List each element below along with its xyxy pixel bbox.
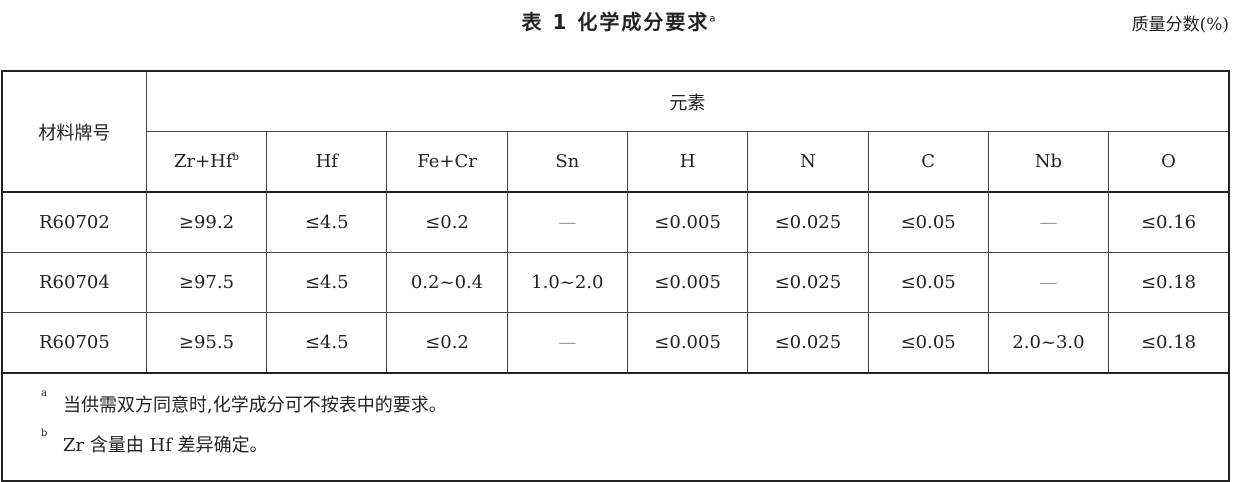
footnote-mark: a xyxy=(41,388,47,399)
value-cell: ≤0.05 xyxy=(867,312,989,374)
value-cell: ≤0.005 xyxy=(626,252,749,313)
table-row: R60705 ≥95.5 ≤4.5 ≤0.2— ≤0.005 ≤0.025 ≤0.05 2.0… xyxy=(1,312,1230,374)
composition-table: 材料牌号 元素 Zr+Hfb Hf Fe+Cr Sn H N C Nb O R60702 ≥99.… xyxy=(1,70,1230,482)
value-cell: 1.0~2.0 xyxy=(506,252,628,313)
value-cell: ≤0.05 xyxy=(867,252,989,313)
grade-cell: R60702 xyxy=(1,191,147,253)
column-header: C xyxy=(867,131,989,193)
value-cell: 0.2~0.4 xyxy=(386,252,508,313)
value-cell: ≥95.5 xyxy=(145,312,268,374)
value-cell: ≤4.5 xyxy=(266,312,388,374)
footnote-text: Zr 含量由 Hf 差异确定。 xyxy=(63,435,268,456)
column-label: Sn xyxy=(555,151,580,172)
row-header: 材料牌号 xyxy=(1,70,147,193)
footnote-mark: b xyxy=(232,152,239,163)
footnote: a 当供需双方同意时,化学成分可不按表中的要求。 xyxy=(41,386,1228,426)
value-cell: — xyxy=(987,191,1110,253)
value-cell: ≤0.025 xyxy=(747,252,869,313)
value-cell: ≤0.2 xyxy=(386,191,508,253)
column-header: Hf xyxy=(266,131,388,193)
value-cell: ≥99.2 xyxy=(145,191,268,253)
column-header: H xyxy=(626,131,749,193)
title-text: 表 1 化学成分要求 xyxy=(521,10,710,34)
value-cell: ≤4.5 xyxy=(266,191,388,253)
value-cell: 2.0~3.0 xyxy=(987,312,1110,374)
grade-cell: R60704 xyxy=(1,252,147,313)
value-cell: ≤0.16 xyxy=(1108,191,1230,253)
value-cell: ≤0.2 xyxy=(386,312,508,374)
value-cell: — xyxy=(506,191,628,253)
column-header: N xyxy=(747,131,869,193)
value-cell: — xyxy=(987,252,1110,313)
column-label: O xyxy=(1161,151,1176,172)
column-header: Zr+Hfb xyxy=(145,131,268,193)
footnote: b Zr 含量由 Hf 差异确定。 xyxy=(41,426,1228,466)
grade-cell: R60705 xyxy=(1,312,147,374)
table-row: R60704 ≥97.5 ≤4.5 0.2~0.4 1.0~2.0 ≤0.005 ≤0.02… xyxy=(1,252,1230,313)
value-cell: ≤0.05 xyxy=(867,191,989,253)
value-cell: ≤0.025 xyxy=(747,312,869,374)
column-header: Fe+Cr xyxy=(386,131,508,193)
footnote-text: 当供需双方同意时,化学成分可不按表中的要求。 xyxy=(63,395,447,416)
table-title: 表 1 化学成分要求a xyxy=(0,6,1239,35)
column-header: Nb xyxy=(987,131,1110,193)
value-cell: ≤0.025 xyxy=(747,191,869,253)
column-label: Hf xyxy=(315,151,338,172)
column-label: H xyxy=(679,151,696,172)
column-label: N xyxy=(800,151,816,172)
value-cell: ≤0.005 xyxy=(626,312,749,374)
unit-label: 质量分数(%) xyxy=(1131,15,1229,35)
value-cell: ≤0.18 xyxy=(1108,312,1230,374)
column-label: Fe+Cr xyxy=(417,151,477,172)
column-label: C xyxy=(921,151,936,172)
footnotes: a 当供需双方同意时,化学成分可不按表中的要求。 b Zr 含量由 Hf 差异确定。 xyxy=(1,372,1230,482)
footnote-mark: b xyxy=(41,428,48,439)
table-row: R60702 ≥99.2 ≤4.5 ≤0.2— ≤0.005 ≤0.025 ≤0.05— ≤0… xyxy=(1,191,1230,253)
column-label: Nb xyxy=(1034,151,1063,172)
value-cell: — xyxy=(506,312,628,374)
title-footnote-mark: a xyxy=(709,13,718,25)
value-cell: ≤0.18 xyxy=(1108,252,1230,313)
value-cell: ≤4.5 xyxy=(266,252,388,313)
column-header: O xyxy=(1108,131,1230,193)
group-header: 元素 xyxy=(145,70,1230,132)
column-label: Zr+Hf xyxy=(173,151,233,172)
value-cell: ≤0.005 xyxy=(626,191,749,253)
column-header: Sn xyxy=(506,131,628,193)
value-cell: ≥97.5 xyxy=(145,252,268,313)
